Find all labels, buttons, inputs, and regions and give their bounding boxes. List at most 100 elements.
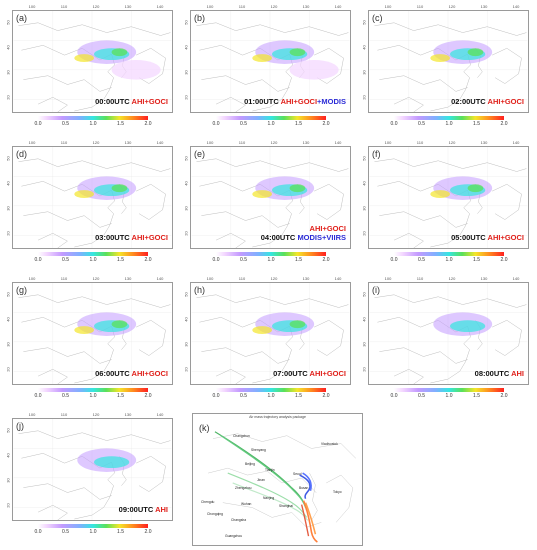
aod-map-panel: 100 110 120 130 140 50 40 30 20 (c) 02:00UTC AHI+G…	[362, 4, 534, 130]
sensor-name: AHI+GOCI	[309, 369, 346, 378]
city-label: Nanjing	[263, 496, 275, 500]
longitude-ticks: 100 110 120 130 140	[12, 140, 173, 146]
longitude-tick: 110	[238, 140, 246, 145]
latitude-tick: 50	[183, 156, 189, 161]
colorbar-tick: 0.5	[62, 121, 69, 127]
city-label: Shenyang	[251, 448, 266, 452]
panel-label: (k)	[199, 423, 210, 433]
latitude-tick: 20	[5, 367, 11, 372]
longitude-tick: 110	[238, 4, 246, 9]
panel-label: (f)	[372, 149, 381, 159]
longitude-tick: 140	[334, 4, 342, 9]
colorbar-ticks: 0.0 0.5 1.0 1.5 2.0	[213, 257, 330, 265]
colorbar-tick: 0.5	[62, 257, 69, 263]
aod-map-panel: 100 110 120 130 140 50 40 30 20 (h) 07:00UTC AHI+G…	[184, 276, 356, 402]
timestamp-label: 00:00UTC AHI+GOCI	[95, 97, 168, 106]
city-label: Changchun	[233, 434, 250, 438]
timestamp-label: AHI+GOCI 04:00UTC MODIS+VIIRS	[261, 224, 346, 242]
longitude-tick: 130	[302, 4, 310, 9]
colorbar-tick: 1.0	[89, 393, 97, 399]
colorbar-ticks: 0.0 0.5 1.0 1.5 2.0	[390, 393, 508, 401]
colorbar-tick: 2.0	[322, 121, 330, 127]
colorbar-tick: 2.0	[500, 393, 508, 399]
panel-label: (j)	[16, 421, 24, 431]
timestamp-label: 01:00UTC AHI+GOCI+MODIS	[244, 97, 346, 106]
longitude-tick: 120	[92, 4, 100, 9]
latitude-tick: 20	[361, 231, 367, 236]
longitude-tick: 110	[416, 4, 424, 9]
latitude-tick: 50	[183, 20, 189, 25]
longitude-tick: 130	[480, 276, 488, 281]
colorbar-ticks: 0.0 0.5 1.0 1.5 2.0	[213, 121, 330, 129]
colorbar-ticks: 0.0 0.5 1.0 1.5 2.0	[35, 393, 152, 401]
colorbar-tick: 1.0	[445, 257, 453, 263]
latitude-tick: 20	[183, 95, 189, 100]
colorbar-tick: 2.0	[144, 393, 152, 399]
map-frame	[368, 282, 529, 385]
latitude-tick: 20	[5, 503, 11, 508]
latitude-tick: 30	[361, 342, 367, 347]
aod-map-panel: 100 110 120 130 140 50 40 30 20 (g) 06:00UTC AHI+G…	[6, 276, 178, 402]
timestamp-label: 02:00UTC AHI+GOCI	[451, 97, 524, 106]
colorbar-tick: 0.0	[390, 393, 398, 399]
colorbar-tick: 1.5	[295, 121, 302, 127]
latitude-tick: 40	[183, 45, 189, 50]
colorbar-tick: 2.0	[322, 257, 330, 263]
map-frame	[190, 10, 351, 113]
colorbar-ticks: 0.0 0.5 1.0 1.5 2.0	[35, 529, 152, 537]
sensor-name-secondary: +MODIS	[317, 97, 346, 106]
colorbar-ticks: 0.0 0.5 1.0 1.5 2.0	[212, 393, 330, 401]
colorbar	[216, 388, 326, 392]
longitude-tick: 110	[416, 140, 424, 145]
latitude-tick: 40	[5, 181, 11, 186]
city-label: Beijing	[245, 462, 255, 466]
latitude-tick: 40	[361, 45, 367, 50]
city-label: Busan	[299, 486, 309, 490]
longitude-tick: 140	[334, 140, 342, 145]
longitude-tick: 110	[60, 140, 68, 145]
longitude-tick: 120	[448, 140, 456, 145]
latitude-tick: 30	[5, 206, 11, 211]
longitude-tick: 100	[384, 276, 392, 281]
colorbar-tick: 0.5	[240, 257, 247, 263]
longitude-tick: 140	[156, 4, 164, 9]
colorbar-tick: 0.0	[390, 121, 398, 127]
latitude-tick: 40	[361, 317, 367, 322]
map-frame	[190, 146, 351, 249]
colorbar	[38, 116, 148, 120]
latitude-tick: 50	[361, 20, 367, 25]
colorbar	[38, 524, 148, 528]
colorbar-ticks: 0.0 0.5 1.0 1.5 2.0	[35, 257, 152, 265]
colorbar	[216, 116, 326, 120]
longitude-tick: 100	[384, 140, 392, 145]
sensor-name: AHI+GOCI	[280, 97, 318, 106]
longitude-ticks: 100 110 120 130 140	[368, 140, 529, 146]
longitude-tick: 100	[28, 140, 36, 145]
panel-label: (d)	[16, 149, 27, 159]
longitude-tick: 140	[156, 140, 164, 145]
timestamp-label: 06:00UTC AHI+GOCI	[95, 369, 168, 378]
longitude-tick: 100	[206, 4, 214, 9]
colorbar	[394, 116, 504, 120]
colorbar-tick: 0.0	[212, 393, 220, 399]
longitude-tick: 120	[92, 276, 100, 281]
city-label: Chengdu	[201, 500, 215, 504]
latitude-tick: 50	[5, 428, 11, 433]
city-label: Changsha	[231, 518, 247, 522]
colorbar-tick: 0.0	[390, 257, 398, 263]
longitude-tick: 120	[448, 276, 456, 281]
city-label: Wuhan	[241, 502, 252, 506]
colorbar-ticks: 0.0 0.5 1.0 1.5 2.0	[390, 121, 508, 129]
panel-label: (i)	[372, 285, 380, 295]
longitude-tick: 130	[124, 412, 132, 417]
colorbar-tick: 2.0	[144, 257, 152, 263]
latitude-tick: 20	[5, 231, 11, 236]
city-label: Tokyo	[333, 490, 342, 494]
longitude-ticks: 100 110 120 130 140	[368, 4, 529, 10]
panel-label: (g)	[16, 285, 27, 295]
longitude-ticks: 100 110 120 130 140	[12, 4, 173, 10]
time-text: 02:00UTC	[451, 97, 486, 106]
colorbar-tick: 1.0	[267, 121, 275, 127]
map-frame	[368, 146, 529, 249]
longitude-tick: 120	[270, 140, 278, 145]
